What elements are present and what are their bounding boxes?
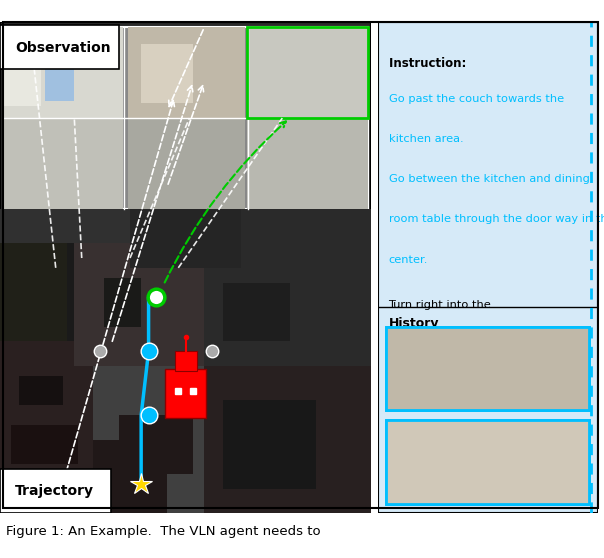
Bar xyxy=(0,209,371,513)
Bar xyxy=(4,119,123,209)
Text: front of the closet.: front of the closet. xyxy=(388,381,494,390)
Bar xyxy=(0,243,67,341)
Bar xyxy=(74,209,204,366)
Text: History: History xyxy=(388,317,439,330)
Text: center.: center. xyxy=(388,254,428,264)
Text: Observation: Observation xyxy=(15,41,111,55)
Text: Trajectory: Trajectory xyxy=(15,484,94,498)
Bar xyxy=(128,27,245,118)
FancyBboxPatch shape xyxy=(0,25,119,69)
Bar xyxy=(128,27,245,118)
Bar xyxy=(45,52,74,101)
FancyBboxPatch shape xyxy=(387,327,589,410)
Bar xyxy=(4,27,123,118)
Bar xyxy=(223,401,316,489)
Text: Figure 1: An Example.  The VLN agent needs to: Figure 1: An Example. The VLN agent need… xyxy=(6,525,321,537)
Bar xyxy=(247,27,368,118)
Text: Turn right into the: Turn right into the xyxy=(388,300,491,310)
Text: Instruction:: Instruction: xyxy=(388,57,470,70)
Bar xyxy=(19,376,63,405)
Bar xyxy=(0,341,93,513)
Bar xyxy=(204,366,371,513)
Bar xyxy=(104,278,141,327)
Bar xyxy=(204,209,371,366)
Bar xyxy=(247,27,368,118)
Text: kitchen area.: kitchen area. xyxy=(388,134,463,144)
Bar xyxy=(247,119,368,209)
Bar xyxy=(0,209,130,243)
Bar xyxy=(11,425,78,464)
FancyBboxPatch shape xyxy=(0,469,112,513)
Text: . Stop in: . Stop in xyxy=(439,340,487,350)
Text: room table through the door way in the: room table through the door way in the xyxy=(388,214,604,224)
FancyBboxPatch shape xyxy=(165,368,206,417)
FancyBboxPatch shape xyxy=(4,27,368,209)
Bar xyxy=(4,27,123,118)
FancyBboxPatch shape xyxy=(175,352,197,371)
FancyBboxPatch shape xyxy=(0,22,371,513)
FancyBboxPatch shape xyxy=(387,420,589,503)
Bar xyxy=(4,27,41,106)
Bar xyxy=(0,209,74,341)
Bar xyxy=(223,282,290,341)
Text: Go between the kitchen and dining: Go between the kitchen and dining xyxy=(388,174,590,184)
Bar xyxy=(119,415,193,474)
Text: Go past the couch towards the: Go past the couch towards the xyxy=(388,94,564,104)
Text: bedroom: bedroom xyxy=(388,340,446,350)
Bar xyxy=(387,327,589,410)
Bar xyxy=(247,27,368,118)
Bar xyxy=(387,420,589,503)
Bar xyxy=(130,209,242,268)
Bar xyxy=(387,420,589,503)
Bar xyxy=(128,119,245,209)
Bar xyxy=(141,45,193,103)
Bar xyxy=(93,440,167,513)
Bar xyxy=(387,327,589,410)
